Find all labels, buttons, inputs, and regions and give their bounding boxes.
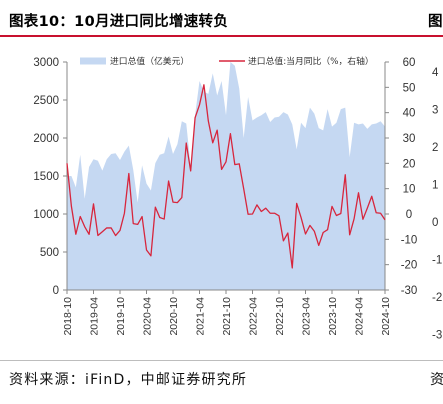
figure-header: 图表10：10月进口同比增速转负 图	[0, 0, 443, 34]
import-yoy-line	[66, 84, 386, 269]
y-right-tick-label: 30	[403, 133, 416, 145]
y-left-tick-label: 3000	[33, 57, 59, 69]
footer-rule	[0, 360, 443, 361]
y-right-tick-label: 50	[403, 82, 416, 94]
y-right-tick-label: 20	[403, 158, 416, 170]
y-left-tick-label: 1000	[33, 209, 59, 221]
y-right-tick-label: 0	[406, 209, 412, 221]
source-note: 资料来源：iFinD，中邮证券研究所	[9, 372, 248, 388]
x-tick-label: 2023-10	[327, 297, 339, 336]
y-right-tick-label: -30	[401, 285, 418, 297]
y-right-tick-label: 60	[403, 57, 416, 69]
y-left-tick-label: 2500	[33, 95, 59, 107]
x-tick-label: 2024-10	[380, 297, 392, 336]
x-tick-label: 2019-10	[115, 297, 127, 336]
x-tick-label: 2018-10	[62, 297, 74, 336]
y-left-tick-label: 2000	[33, 133, 59, 145]
next-chart-tick-cut: 4	[432, 67, 439, 79]
x-tick-label: 2020-10	[168, 297, 180, 336]
x-tick-label: 2024-04	[354, 297, 366, 336]
next-chart-tick-cut: 0	[432, 217, 438, 229]
chart: 050010001500200025003000-30-20-100102030…	[33, 55, 442, 342]
y-left-tick-label: 500	[40, 247, 59, 259]
y-right-tick-label: 10	[403, 184, 416, 196]
next-source-note-cut: 资	[430, 372, 443, 388]
legend-area-swatch	[80, 57, 106, 65]
legend-area-label: 进口总值（亿美元）	[110, 55, 189, 67]
next-figure-title-cut: 图	[428, 14, 443, 30]
x-tick-label: 2022-10	[274, 297, 286, 336]
y-right-tick-label: -10	[401, 234, 418, 246]
header-rule	[0, 35, 443, 37]
next-chart-tick-cut: 1	[432, 180, 438, 192]
next-chart-tick-cut: -1	[432, 255, 442, 267]
y-left-tick-label: 0	[53, 285, 59, 297]
x-tick-label: 2019-04	[89, 297, 101, 336]
next-chart-tick-cut: 3	[432, 105, 438, 117]
import-value-area	[67, 62, 385, 290]
legend-line-label: 进口总值:当月同比（%，右轴）	[248, 55, 374, 67]
y-right-tick-label: -20	[401, 260, 418, 272]
x-tick-label: 2022-04	[248, 297, 260, 336]
x-tick-label: 2020-04	[142, 297, 154, 336]
y-right-tick-label: 40	[403, 108, 416, 120]
y-left-tick-label: 1500	[33, 171, 59, 183]
next-chart-tick-cut: -3	[432, 330, 442, 342]
x-tick-label: 2023-04	[301, 297, 313, 336]
next-chart-tick-cut: -2	[432, 292, 442, 304]
figure-title: 图表10：10月进口同比增速转负	[9, 14, 229, 30]
x-tick-label: 2021-10	[221, 297, 233, 336]
x-tick-label: 2021-04	[195, 297, 207, 336]
next-chart-tick-cut: 2	[432, 142, 438, 154]
